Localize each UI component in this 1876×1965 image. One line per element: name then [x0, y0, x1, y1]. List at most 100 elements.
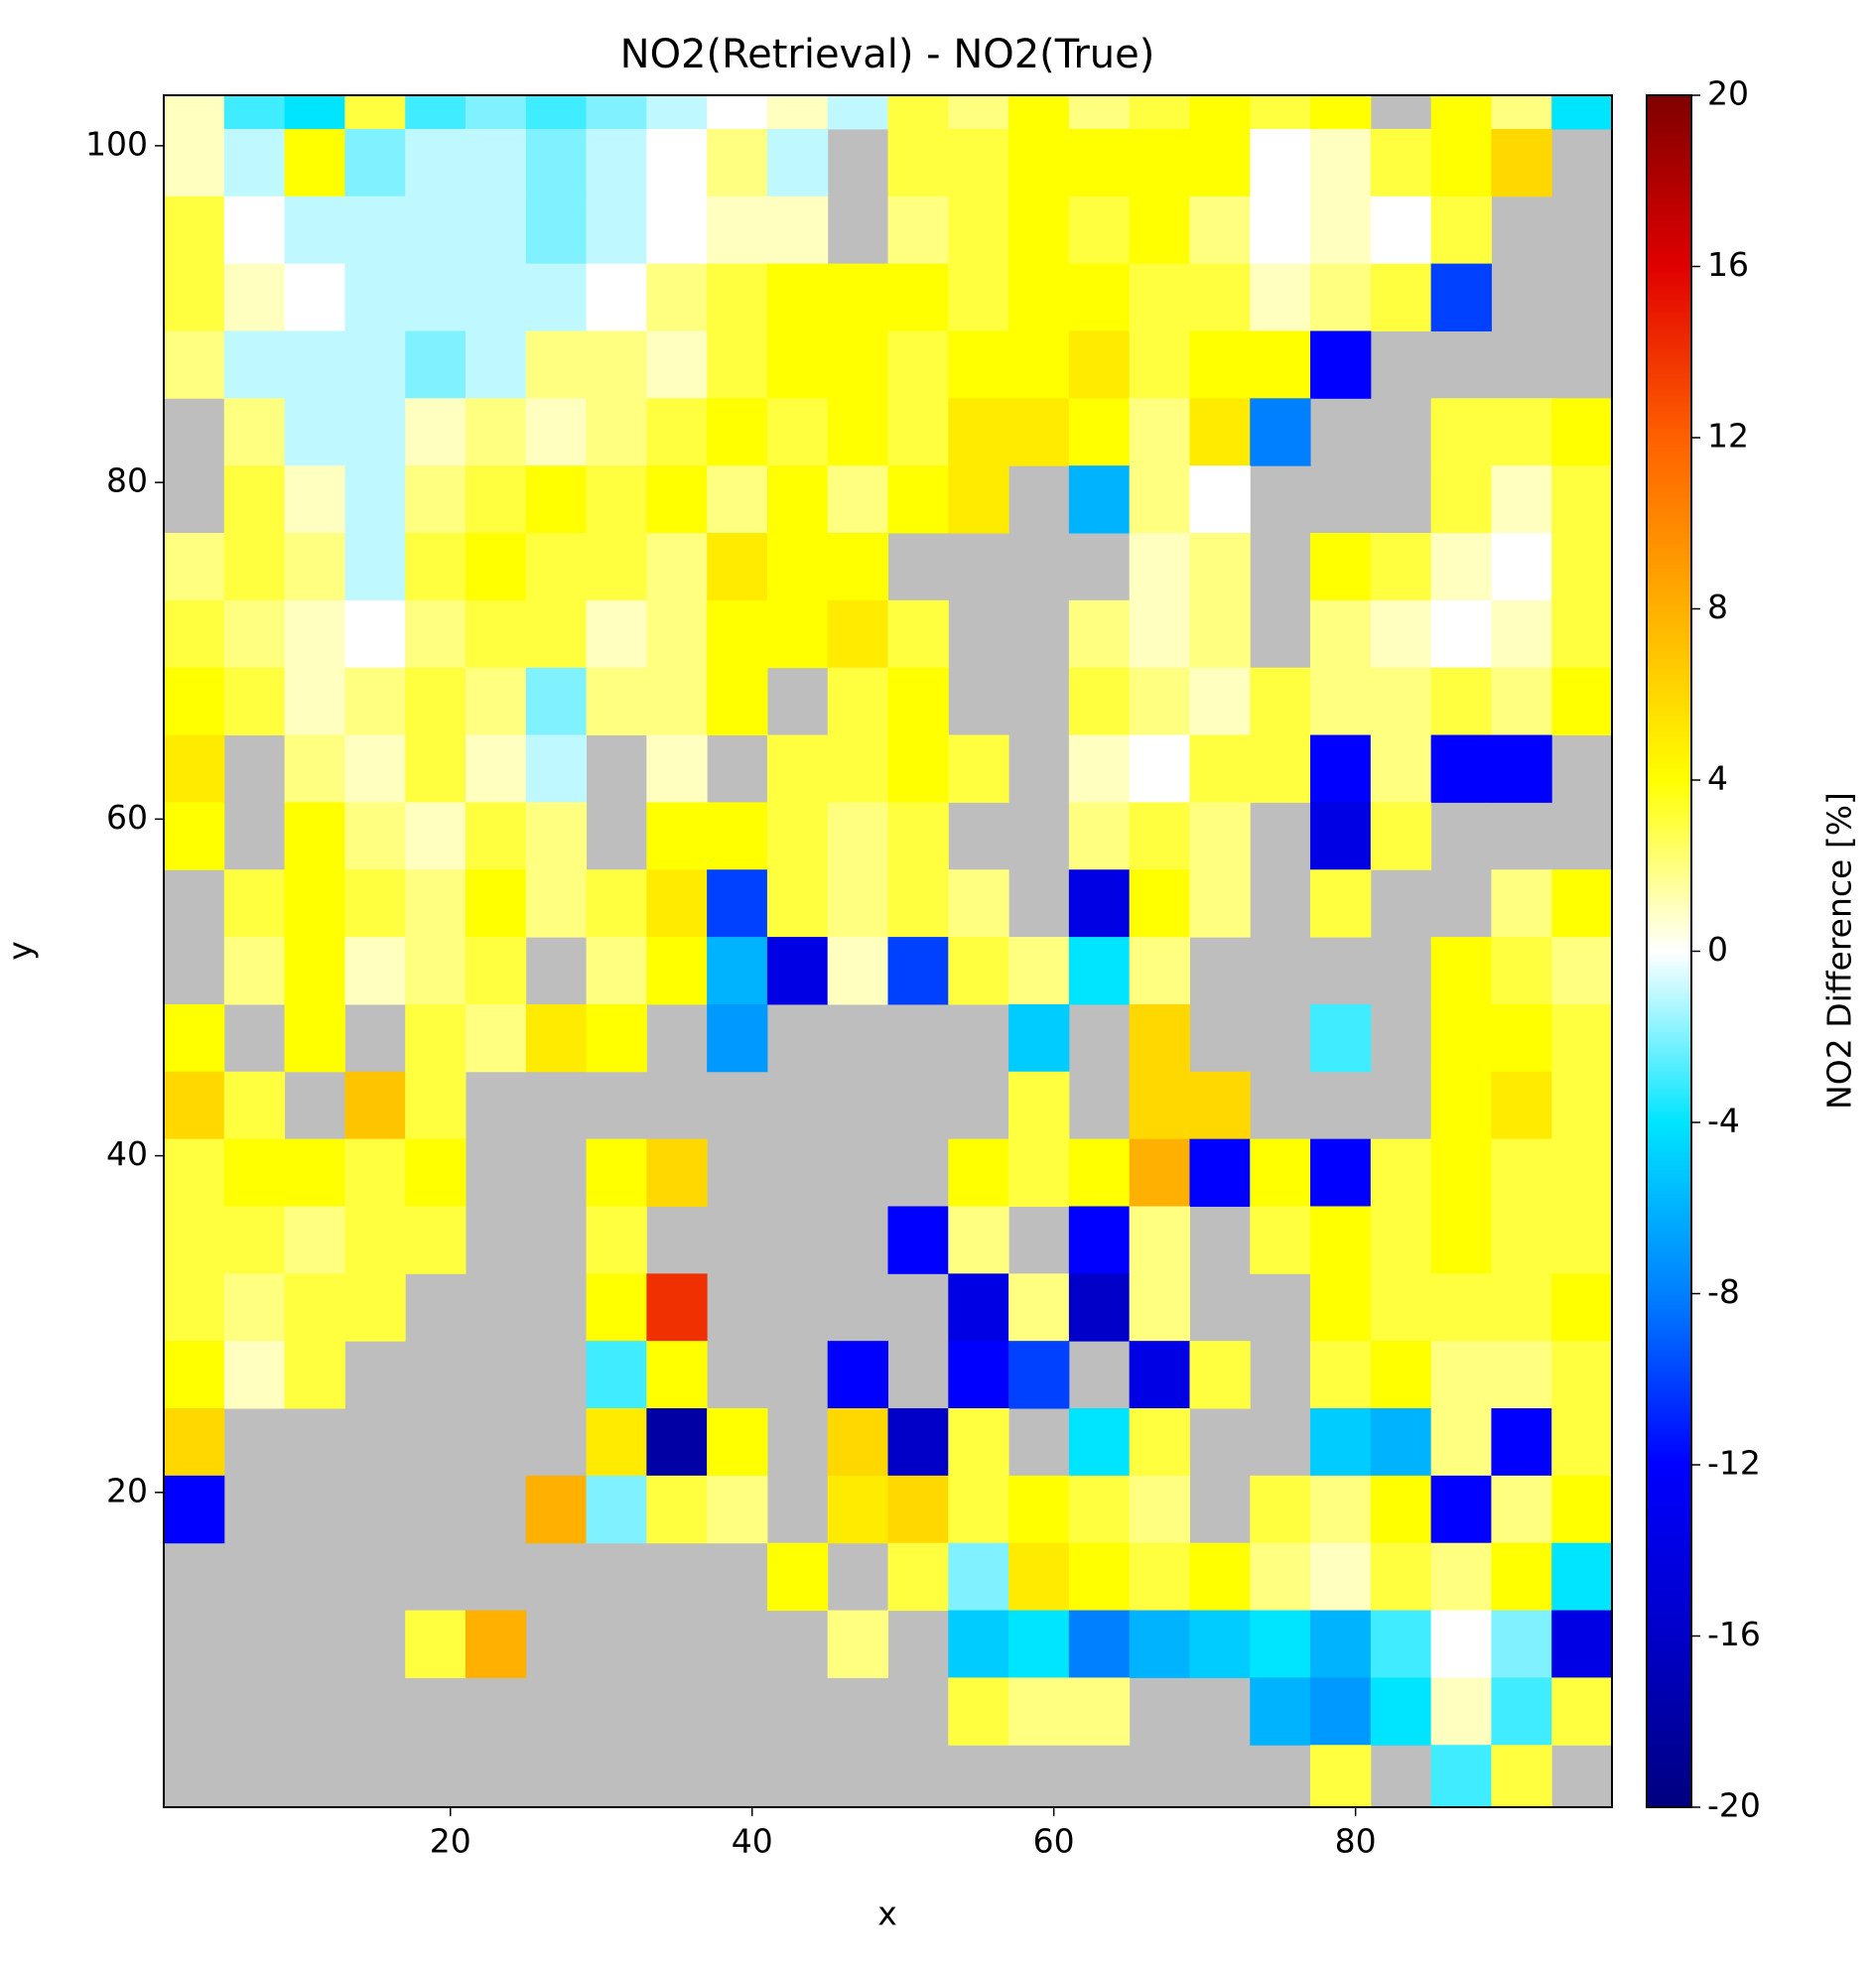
- heatmap-cell: [827, 1341, 888, 1409]
- heatmap-cell: [948, 1206, 1009, 1274]
- y-tick-label: 100: [85, 124, 148, 163]
- heatmap-cell: [525, 734, 588, 803]
- heatmap-cell: [1551, 465, 1612, 534]
- heatmap-cell: [525, 533, 588, 601]
- heatmap-cell: [164, 1273, 225, 1342]
- heatmap-cell: [1370, 263, 1432, 331]
- heatmap-cell: [1551, 667, 1612, 736]
- heatmap-cell: [284, 734, 345, 803]
- heatmap-cell: [1370, 1273, 1432, 1342]
- heatmap-cell: [707, 1408, 768, 1477]
- heatmap-cell: [284, 667, 345, 736]
- heatmap-cell: [646, 1475, 708, 1544]
- heatmap-cell: [887, 599, 949, 669]
- heatmap-cell: [223, 1206, 286, 1274]
- heatmap-cell: [223, 128, 286, 197]
- heatmap-cell: [1129, 1003, 1190, 1073]
- heatmap-cell: [1491, 1003, 1552, 1073]
- heatmap-cell: [1310, 1408, 1372, 1477]
- heatmap-cell: [766, 734, 829, 803]
- heatmap-cell: [1189, 128, 1251, 197]
- heatmap-cell: [1068, 1273, 1131, 1342]
- heatmap-cell: [1189, 667, 1251, 736]
- heatmap-cell: [586, 1273, 647, 1342]
- heatmap-cell: [1430, 128, 1492, 197]
- chart-title: NO2(Retrieval) - NO2(True): [620, 32, 1155, 77]
- heatmap-cell: [827, 599, 888, 669]
- heatmap-cell: [405, 330, 467, 399]
- heatmap-cell: [827, 667, 888, 736]
- heatmap-cell: [284, 128, 345, 197]
- heatmap-cell: [1310, 1542, 1372, 1612]
- heatmap-cell: [1430, 263, 1492, 331]
- heatmap-cell: [1129, 599, 1190, 669]
- heatmap-cell: [646, 533, 708, 601]
- heatmap-cell: [1491, 95, 1552, 130]
- heatmap-cell: [646, 263, 708, 331]
- heatmap-cell: [827, 330, 888, 399]
- heatmap-cell: [223, 869, 286, 938]
- heatmap-cell: [284, 1206, 345, 1274]
- heatmap-cell: [646, 1138, 708, 1207]
- heatmap-cell: [887, 937, 949, 1005]
- heatmap-cell: [948, 1610, 1009, 1678]
- heatmap-cell: [1370, 1677, 1432, 1746]
- heatmap-cell: [223, 937, 286, 1005]
- heatmap-cell: [1430, 1071, 1492, 1140]
- heatmap-cell: [1491, 1475, 1552, 1544]
- heatmap-cell: [344, 1138, 406, 1207]
- heatmap-cell: [1491, 734, 1552, 803]
- heatmap-cell: [1129, 196, 1190, 265]
- heatmap-cell: [405, 95, 467, 130]
- heatmap-cell: [1551, 1408, 1612, 1477]
- heatmap-cell: [164, 1475, 225, 1544]
- heatmap-cell: [1491, 533, 1552, 601]
- heatmap-cell: [948, 869, 1009, 938]
- heatmap-cell: [344, 398, 406, 466]
- heatmap-cell: [465, 398, 527, 466]
- heatmap-cell: [1551, 95, 1612, 130]
- heatmap-cell: [1370, 802, 1432, 870]
- heatmap-cell: [707, 330, 768, 399]
- heatmap-cell: [1068, 1677, 1131, 1746]
- heatmap-cell: [1310, 734, 1372, 803]
- heatmap-cell: [1129, 1206, 1190, 1274]
- heatmap-cell: [707, 398, 768, 466]
- heatmap-cell: [827, 1475, 888, 1544]
- heatmap-cell: [1129, 398, 1190, 466]
- heatmap-cell: [1430, 599, 1492, 669]
- heatmap-cell: [1551, 1542, 1612, 1612]
- heatmap-cell: [1310, 1273, 1372, 1342]
- heatmap-cell: [1310, 1206, 1372, 1274]
- heatmap-cell: [1430, 734, 1492, 803]
- heatmap-cell: [1491, 937, 1552, 1005]
- x-tick-label: 40: [732, 1822, 773, 1861]
- heatmap-cell: [405, 263, 467, 331]
- heatmap-cell: [405, 1610, 467, 1678]
- heatmap-cell: [164, 1003, 225, 1073]
- heatmap-cell: [465, 599, 527, 669]
- heatmap-cell: [223, 667, 286, 736]
- heatmap-cell: [164, 196, 225, 265]
- heatmap-cell: [827, 869, 888, 938]
- heatmap-cell: [707, 802, 768, 870]
- heatmap-cell: [1129, 937, 1190, 1005]
- heatmap-cell: [1310, 1138, 1372, 1207]
- heatmap-cell: [948, 95, 1009, 130]
- heatmap-cell: [1491, 1745, 1552, 1807]
- heatmap-cell: [1491, 599, 1552, 669]
- heatmap-cell: [344, 95, 406, 130]
- heatmap-cell: [284, 465, 345, 534]
- heatmap-cell: [223, 263, 286, 331]
- heatmap-cell: [707, 667, 768, 736]
- heatmap-cell: [586, 1408, 647, 1477]
- y-tick-label: 80: [106, 461, 148, 500]
- heatmap-cell: [525, 1475, 588, 1544]
- heatmap-cell: [948, 1408, 1009, 1477]
- heatmap-cell: [586, 937, 647, 1005]
- colorbar-tick-label: -8: [1707, 1272, 1740, 1311]
- heatmap-cell: [766, 330, 829, 399]
- heatmap: [164, 95, 1612, 1807]
- heatmap-cell: [766, 533, 829, 601]
- heatmap-cell: [1310, 533, 1372, 601]
